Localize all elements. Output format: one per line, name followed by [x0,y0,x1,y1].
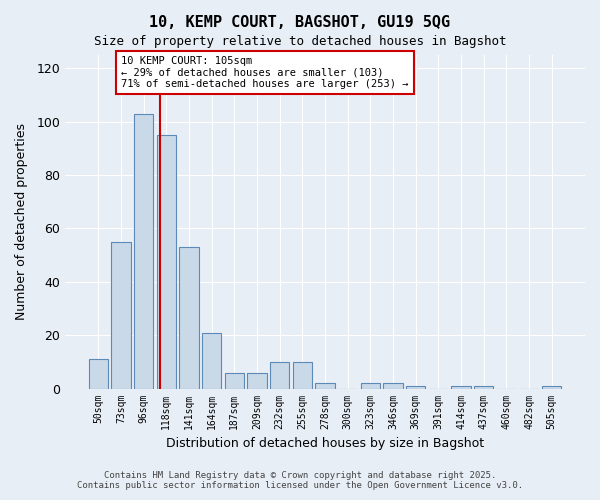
Bar [247,372,266,388]
Bar [542,386,562,388]
X-axis label: Distribution of detached houses by size in Bagshot: Distribution of detached houses by size … [166,437,484,450]
Bar [293,362,312,388]
Bar [134,114,154,388]
Bar [112,242,131,388]
Bar [383,383,403,388]
Bar [406,386,425,388]
Bar [316,383,335,388]
Bar [225,372,244,388]
Bar [361,383,380,388]
Bar [474,386,493,388]
Bar [179,247,199,388]
Text: Contains HM Land Registry data © Crown copyright and database right 2025.
Contai: Contains HM Land Registry data © Crown c… [77,470,523,490]
Bar [451,386,470,388]
Y-axis label: Number of detached properties: Number of detached properties [15,124,28,320]
Bar [89,359,108,388]
Bar [270,362,289,388]
Bar [202,332,221,388]
Text: 10 KEMP COURT: 105sqm
← 29% of detached houses are smaller (103)
71% of semi-det: 10 KEMP COURT: 105sqm ← 29% of detached … [121,56,409,89]
Text: 10, KEMP COURT, BAGSHOT, GU19 5QG: 10, KEMP COURT, BAGSHOT, GU19 5QG [149,15,451,30]
Bar [157,135,176,388]
Text: Size of property relative to detached houses in Bagshot: Size of property relative to detached ho… [94,35,506,48]
